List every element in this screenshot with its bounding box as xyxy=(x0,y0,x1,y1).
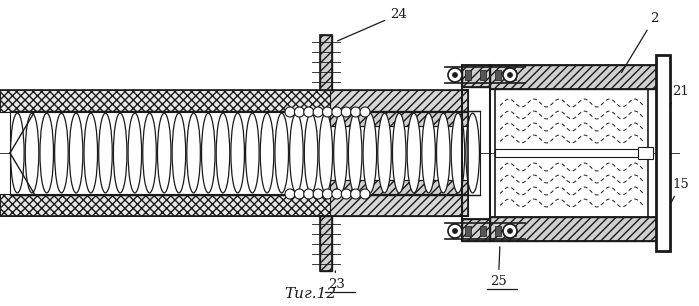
Bar xyxy=(495,153,648,219)
Ellipse shape xyxy=(143,113,157,193)
Circle shape xyxy=(313,107,323,117)
Text: Τиг.12: Τиг.12 xyxy=(284,287,336,301)
Circle shape xyxy=(332,189,342,199)
Bar xyxy=(638,147,653,159)
Ellipse shape xyxy=(55,113,69,193)
Ellipse shape xyxy=(99,113,113,193)
Ellipse shape xyxy=(436,113,450,193)
Ellipse shape xyxy=(187,113,201,193)
Circle shape xyxy=(503,224,517,238)
Bar xyxy=(480,226,486,236)
Bar xyxy=(480,70,486,80)
Circle shape xyxy=(285,189,295,199)
Circle shape xyxy=(351,107,361,117)
Ellipse shape xyxy=(289,113,303,193)
Bar xyxy=(462,65,490,87)
Circle shape xyxy=(507,229,512,233)
Circle shape xyxy=(304,189,314,199)
Circle shape xyxy=(448,224,462,238)
Circle shape xyxy=(294,189,304,199)
Ellipse shape xyxy=(172,113,186,193)
Ellipse shape xyxy=(25,113,38,193)
Circle shape xyxy=(448,68,462,82)
Ellipse shape xyxy=(392,113,406,193)
Ellipse shape xyxy=(216,113,230,193)
Ellipse shape xyxy=(348,113,362,193)
Ellipse shape xyxy=(84,113,98,193)
Bar xyxy=(495,226,501,236)
Ellipse shape xyxy=(319,113,333,193)
Bar xyxy=(0,90,330,112)
Bar xyxy=(510,70,516,80)
Ellipse shape xyxy=(407,113,421,193)
Ellipse shape xyxy=(10,113,24,193)
Ellipse shape xyxy=(333,113,347,193)
Bar xyxy=(510,226,516,236)
Circle shape xyxy=(351,189,361,199)
Bar xyxy=(490,65,660,89)
Bar xyxy=(495,149,653,157)
Ellipse shape xyxy=(275,113,289,193)
Text: 25: 25 xyxy=(490,247,507,288)
Bar xyxy=(490,65,660,89)
Ellipse shape xyxy=(245,113,259,193)
Circle shape xyxy=(294,107,304,117)
Bar xyxy=(465,226,471,236)
Circle shape xyxy=(452,229,458,233)
Ellipse shape xyxy=(128,113,142,193)
Bar xyxy=(330,90,468,117)
Bar xyxy=(10,111,480,195)
Ellipse shape xyxy=(421,113,435,193)
Bar xyxy=(462,219,490,241)
Text: 2: 2 xyxy=(621,12,658,73)
Bar xyxy=(0,194,330,216)
Ellipse shape xyxy=(377,113,391,193)
Bar xyxy=(495,87,648,153)
Bar xyxy=(320,216,332,271)
Bar xyxy=(450,226,456,236)
Circle shape xyxy=(507,73,512,77)
Bar xyxy=(330,180,468,194)
Text: 24: 24 xyxy=(338,8,407,41)
Text: 15: 15 xyxy=(671,178,689,203)
Ellipse shape xyxy=(157,113,171,193)
Ellipse shape xyxy=(260,113,274,193)
Bar xyxy=(320,216,332,271)
Ellipse shape xyxy=(466,113,480,193)
Ellipse shape xyxy=(113,113,127,193)
Circle shape xyxy=(360,107,370,117)
Circle shape xyxy=(322,107,333,117)
Text: 23: 23 xyxy=(328,271,345,291)
Ellipse shape xyxy=(363,113,377,193)
Bar xyxy=(490,217,660,241)
Bar xyxy=(495,70,501,80)
Bar xyxy=(465,70,471,80)
Ellipse shape xyxy=(452,113,465,193)
Circle shape xyxy=(313,189,323,199)
Bar xyxy=(330,112,468,126)
Circle shape xyxy=(332,107,342,117)
Bar xyxy=(330,189,468,216)
Bar xyxy=(320,35,332,90)
Circle shape xyxy=(341,107,352,117)
Bar xyxy=(656,55,670,251)
Ellipse shape xyxy=(231,113,245,193)
Circle shape xyxy=(341,189,352,199)
Circle shape xyxy=(322,189,333,199)
Circle shape xyxy=(285,107,295,117)
Ellipse shape xyxy=(40,113,54,193)
Bar xyxy=(462,219,490,241)
Bar xyxy=(450,70,456,80)
Text: 21: 21 xyxy=(670,85,689,105)
Circle shape xyxy=(503,68,517,82)
Circle shape xyxy=(304,107,314,117)
Circle shape xyxy=(360,189,370,199)
Bar xyxy=(462,65,490,87)
Bar xyxy=(320,35,332,90)
Bar xyxy=(490,217,660,241)
Circle shape xyxy=(452,73,458,77)
Ellipse shape xyxy=(69,113,83,193)
Ellipse shape xyxy=(304,113,318,193)
Ellipse shape xyxy=(201,113,215,193)
